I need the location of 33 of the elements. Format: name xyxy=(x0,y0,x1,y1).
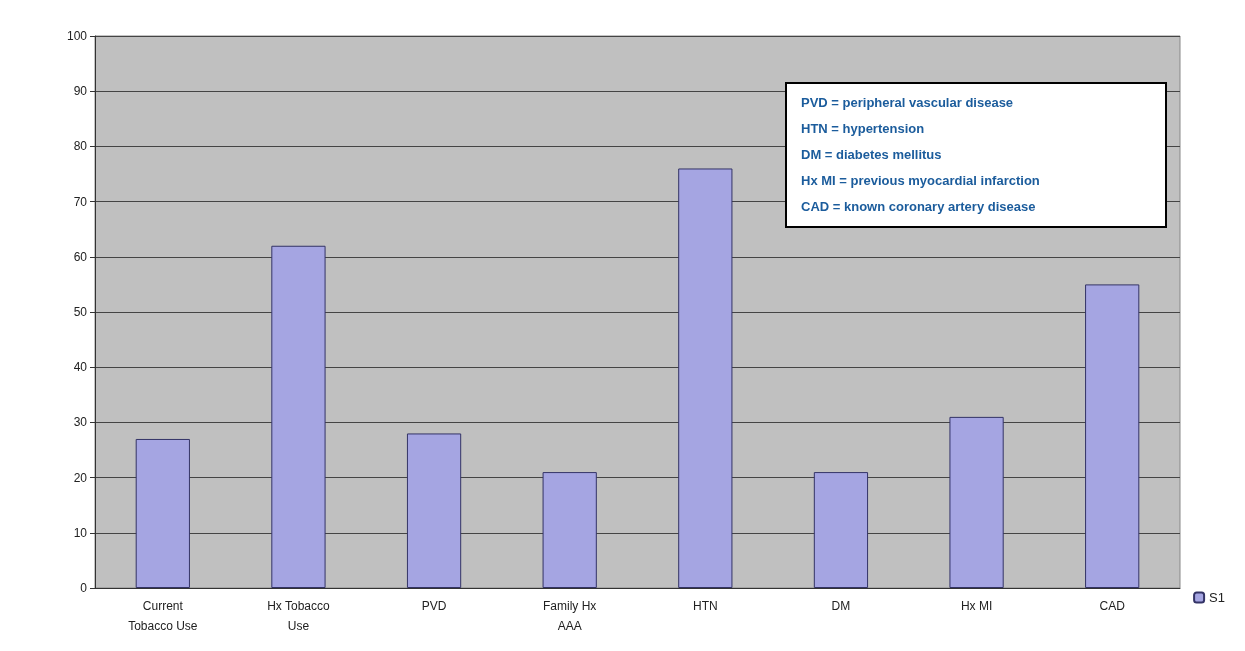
x-tick-label: Family Hx AAA xyxy=(543,599,597,633)
y-tick-label: 70 xyxy=(73,194,88,209)
x-tick-label: CAD xyxy=(1099,599,1126,613)
x-tick-label: Hx Tobacco Use xyxy=(267,599,330,633)
y-tick-label: 30 xyxy=(73,415,88,430)
y-tick-label: 20 xyxy=(73,470,88,485)
annotation: DM = diabetes mellitus xyxy=(801,146,943,164)
annotation: HTN = hypertension xyxy=(801,120,926,138)
x-tick-label: HTN xyxy=(692,599,718,613)
bar xyxy=(813,472,869,588)
y-tick-label: 100 xyxy=(66,29,88,43)
annotation: CAD = known coronary artery disease xyxy=(801,198,1037,216)
annotation: PVD = peripheral vascular disease xyxy=(801,94,1015,112)
y-tick-label: 10 xyxy=(73,525,88,540)
y-tick-label: 50 xyxy=(73,305,88,319)
x-tick-label: DM xyxy=(831,599,851,613)
x-tick-label: Current Tobacco Use xyxy=(128,599,198,633)
y-tick-label: 60 xyxy=(73,249,88,264)
bar xyxy=(271,245,326,588)
bar xyxy=(542,472,597,588)
y-tick-label: 80 xyxy=(73,139,88,154)
y-tick-label: 0 xyxy=(80,581,88,595)
y-tick-label: 90 xyxy=(73,84,88,99)
bar xyxy=(949,416,1004,588)
bar xyxy=(135,438,190,588)
y-tick-label: 40 xyxy=(73,360,88,375)
x-tick-label: Hx MI xyxy=(960,599,993,613)
legend-label: S1 xyxy=(1209,590,1226,605)
bar xyxy=(406,433,462,588)
bar xyxy=(678,168,733,588)
x-tick-label: PVD xyxy=(421,599,447,613)
annotation: Hx MI = previous myocardial infarction xyxy=(801,172,1041,190)
bar xyxy=(1085,284,1140,588)
